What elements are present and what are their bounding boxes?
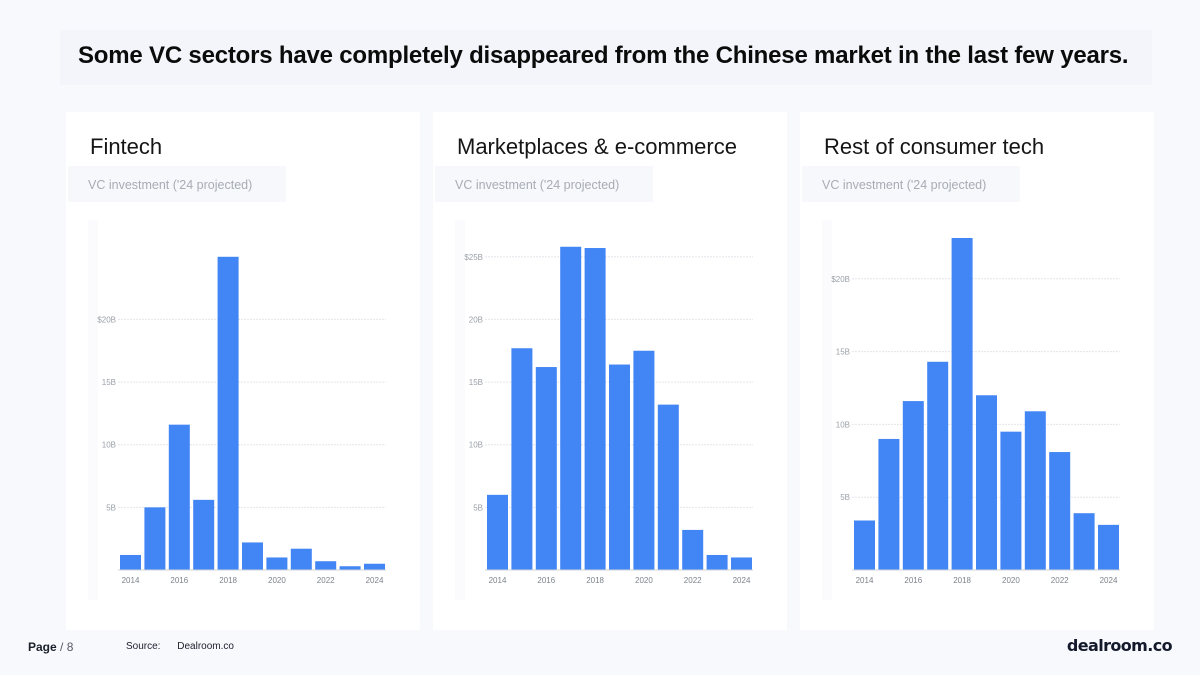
y-tick-label: 10B	[469, 441, 483, 450]
bar-chart-fintech: 5B 10B 15B $20B 2014 2016 2018 2020 2022 2024	[97, 256, 386, 585]
page-count: / 8	[60, 640, 74, 654]
y-tick-label: 15B	[469, 378, 483, 387]
x-tick-label: 2020	[268, 576, 286, 585]
bar-2015	[878, 438, 900, 570]
bar-2014	[120, 554, 141, 570]
subtitle-band	[802, 166, 1020, 202]
bar-2016	[902, 401, 924, 570]
y-tick-label: 15B	[836, 348, 850, 357]
page-headline: Some VC sectors have completely disappea…	[78, 42, 1129, 69]
chart-panel-consumer-tech: Rest of consumer tech VC investment ('24…	[800, 112, 1154, 630]
bar-2020	[633, 350, 655, 570]
bar-2022	[315, 561, 337, 570]
y-tick-label: $20B	[97, 315, 116, 324]
bar-2015	[511, 348, 533, 570]
x-tick-label: 2014	[122, 576, 140, 585]
bar-2021	[290, 548, 312, 570]
x-tick-label: 2024	[733, 576, 751, 585]
bar-2018	[217, 256, 239, 570]
y-tick-label: 10B	[836, 420, 850, 429]
chart-title: Marketplaces & e-commerce	[457, 134, 737, 159]
bar-2023	[706, 554, 728, 570]
y-tick-label: 15B	[102, 378, 116, 387]
bar-2024	[1098, 524, 1119, 570]
bar-2017	[193, 499, 215, 570]
x-tick-label: 2024	[366, 576, 384, 585]
x-tick-label: 2024	[1100, 576, 1118, 585]
bar-2016	[168, 424, 190, 570]
y-tick-label: 5B	[473, 503, 483, 512]
bar-2019	[609, 364, 630, 570]
bar-2023	[1073, 513, 1095, 570]
axis-band	[455, 220, 465, 600]
chart-subtitle: VC investment ('24 projected)	[822, 178, 987, 192]
axis-band	[88, 220, 98, 600]
chart-title: Rest of consumer tech	[824, 134, 1045, 159]
source-value: Dealroom.co	[177, 641, 234, 652]
x-tick-label: 2022	[317, 576, 335, 585]
y-tick-label: 5B	[106, 503, 116, 512]
page-indicator: Page / 8	[28, 640, 73, 654]
chart-panel-fintech: Fintech VC investment ('24 projected) 5B…	[66, 112, 420, 630]
y-tick-label: 20B	[469, 315, 483, 324]
y-tick-label: $20B	[831, 275, 850, 284]
bar-2021	[657, 404, 679, 570]
bar-2019	[242, 542, 263, 570]
x-tick-label: 2014	[489, 576, 507, 585]
x-tick-label: 2018	[953, 576, 971, 585]
bar-2014	[854, 520, 875, 570]
x-tick-label: 2016	[904, 576, 922, 585]
dealroom-logo: dealroom.co	[1066, 636, 1173, 655]
source-label: Source:	[126, 641, 161, 652]
y-tick-label: $25B	[464, 253, 483, 262]
bar-2020	[266, 557, 288, 570]
subtitle-band	[435, 166, 653, 202]
bar-2020	[1000, 431, 1022, 570]
x-tick-label: 2022	[684, 576, 702, 585]
chart-subtitle: VC investment ('24 projected)	[88, 178, 253, 192]
bar-2018	[951, 238, 973, 570]
bar-2023	[339, 566, 361, 570]
bar-2019	[976, 395, 997, 570]
bar-2017	[560, 246, 582, 570]
x-tick-label: 2014	[856, 576, 874, 585]
page-label: Page	[28, 640, 57, 654]
chart-subtitle: VC investment ('24 projected)	[455, 178, 620, 192]
bar-2021	[1024, 411, 1046, 570]
bar-2024	[731, 557, 752, 570]
bar-2024	[364, 563, 385, 570]
x-tick-label: 2016	[170, 576, 188, 585]
bar-2015	[144, 507, 166, 570]
x-tick-label: 2016	[537, 576, 555, 585]
chart-panel-marketplaces: Marketplaces & e-commerce VC investment …	[433, 112, 787, 630]
bar-2018	[584, 248, 606, 570]
bar-2022	[682, 529, 704, 570]
x-tick-label: 2020	[635, 576, 653, 585]
bar-chart-consumer-tech: 5B 10B 15B $20B 2014 2016 2018 2020 2022 2024	[831, 238, 1120, 585]
x-tick-label: 2018	[219, 576, 237, 585]
bar-2017	[927, 361, 949, 570]
x-tick-label: 2018	[586, 576, 604, 585]
y-tick-label: 10B	[102, 441, 116, 450]
headline-band	[60, 30, 1152, 85]
bar-2016	[535, 367, 557, 570]
chart-title: Fintech	[90, 134, 163, 159]
source-note: Source: Dealroom.co	[126, 641, 234, 652]
x-tick-label: 2020	[1002, 576, 1020, 585]
y-tick-label: 5B	[840, 493, 850, 502]
x-tick-label: 2022	[1051, 576, 1069, 585]
axis-band	[822, 220, 832, 600]
bar-2014	[487, 494, 508, 570]
bar-2022	[1049, 452, 1071, 570]
bar-chart-marketplaces: 5B 10B 15B 20B $25B 2014 2016 2018 2020 2022 2024	[464, 246, 753, 585]
subtitle-band	[68, 166, 286, 202]
